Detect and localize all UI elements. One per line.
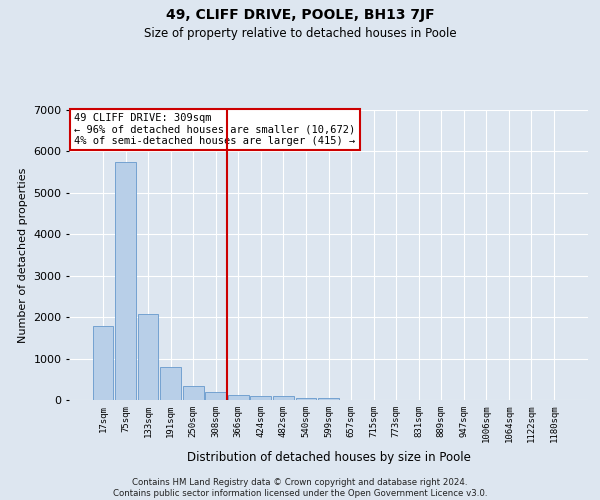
Bar xyxy=(115,162,136,400)
Bar xyxy=(318,398,339,400)
Text: Size of property relative to detached houses in Poole: Size of property relative to detached ho… xyxy=(143,28,457,40)
Bar xyxy=(205,392,226,400)
Bar xyxy=(228,396,248,400)
Bar xyxy=(160,368,181,400)
Text: 49, CLIFF DRIVE, POOLE, BH13 7JF: 49, CLIFF DRIVE, POOLE, BH13 7JF xyxy=(166,8,434,22)
Bar xyxy=(92,326,113,400)
Y-axis label: Number of detached properties: Number of detached properties xyxy=(17,168,28,342)
Bar xyxy=(137,314,158,400)
X-axis label: Distribution of detached houses by size in Poole: Distribution of detached houses by size … xyxy=(187,451,470,464)
Text: 49 CLIFF DRIVE: 309sqm
← 96% of detached houses are smaller (10,672)
4% of semi-: 49 CLIFF DRIVE: 309sqm ← 96% of detached… xyxy=(74,113,355,146)
Bar xyxy=(296,398,316,400)
Bar xyxy=(273,396,294,400)
Bar xyxy=(250,396,271,400)
Bar xyxy=(183,386,203,400)
Text: Contains HM Land Registry data © Crown copyright and database right 2024.
Contai: Contains HM Land Registry data © Crown c… xyxy=(113,478,487,498)
